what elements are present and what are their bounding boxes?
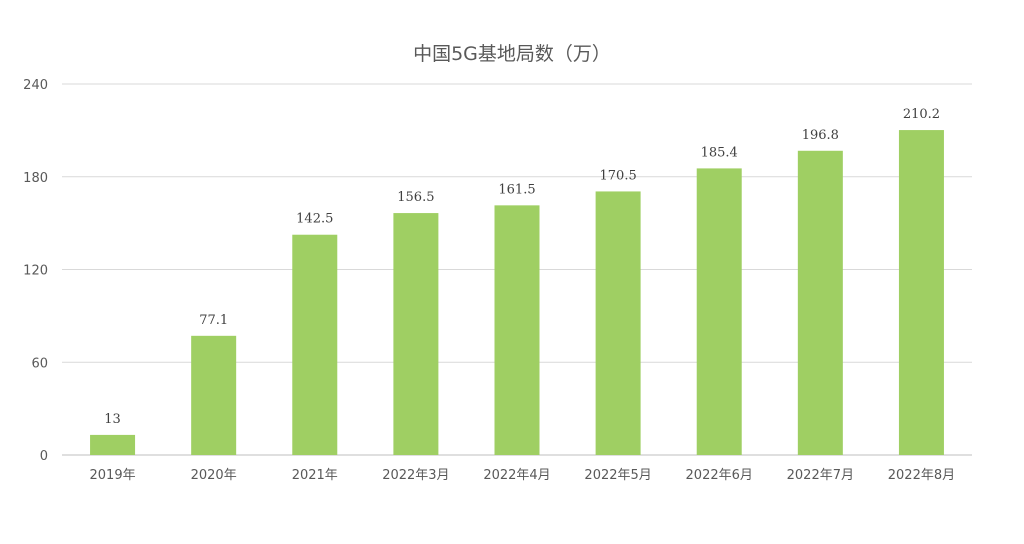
data-label: 210.2: [903, 107, 940, 122]
x-category-label: 2020年: [191, 468, 237, 483]
x-category-label: 2019年: [90, 468, 136, 483]
x-category-label: 2022年7月: [787, 468, 854, 483]
x-category-label: 2022年5月: [584, 468, 651, 483]
chart-title: 中国5G基地局数（万）: [413, 43, 611, 65]
bar: [191, 335, 237, 455]
x-axis-categories: 2019年 2020年 2021年 2022年3月 2022年4月 2022年5月 2022…: [90, 468, 956, 483]
data-label: 77.1: [199, 313, 228, 328]
x-category-label: 2022年6月: [686, 468, 753, 483]
bar: [696, 168, 742, 455]
data-label: 13: [104, 412, 121, 427]
x-category-label: 2022年3月: [382, 468, 449, 483]
data-label: 161.5: [498, 182, 535, 197]
bar: [797, 150, 843, 455]
x-category-label: 2022年4月: [483, 468, 550, 483]
bar: [898, 130, 944, 455]
bar: [595, 191, 641, 455]
bar: [90, 434, 136, 455]
x-category-label: 2022年8月: [888, 468, 955, 483]
data-label: 156.5: [397, 190, 434, 205]
data-label: 142.5: [296, 212, 333, 227]
data-label: 196.8: [802, 128, 839, 143]
y-tick-label: 60: [31, 356, 48, 371]
bar: [292, 234, 338, 455]
bar: [494, 205, 540, 455]
x-category-label: 2021年: [292, 468, 338, 483]
data-labels: 13 77.1 142.5 156.5 161.5 170.5 185.4 196.8 210.…: [104, 107, 940, 427]
bar: [393, 213, 439, 455]
data-label: 170.5: [600, 168, 637, 183]
bars: [90, 130, 944, 455]
y-tick-label: 0: [40, 449, 48, 464]
y-tick-label: 180: [23, 171, 48, 186]
y-tick-label: 240: [23, 78, 48, 93]
data-label: 185.4: [701, 145, 738, 160]
y-tick-label: 120: [23, 264, 48, 279]
y-axis-ticks: 0 60 120 180 240: [23, 78, 48, 464]
